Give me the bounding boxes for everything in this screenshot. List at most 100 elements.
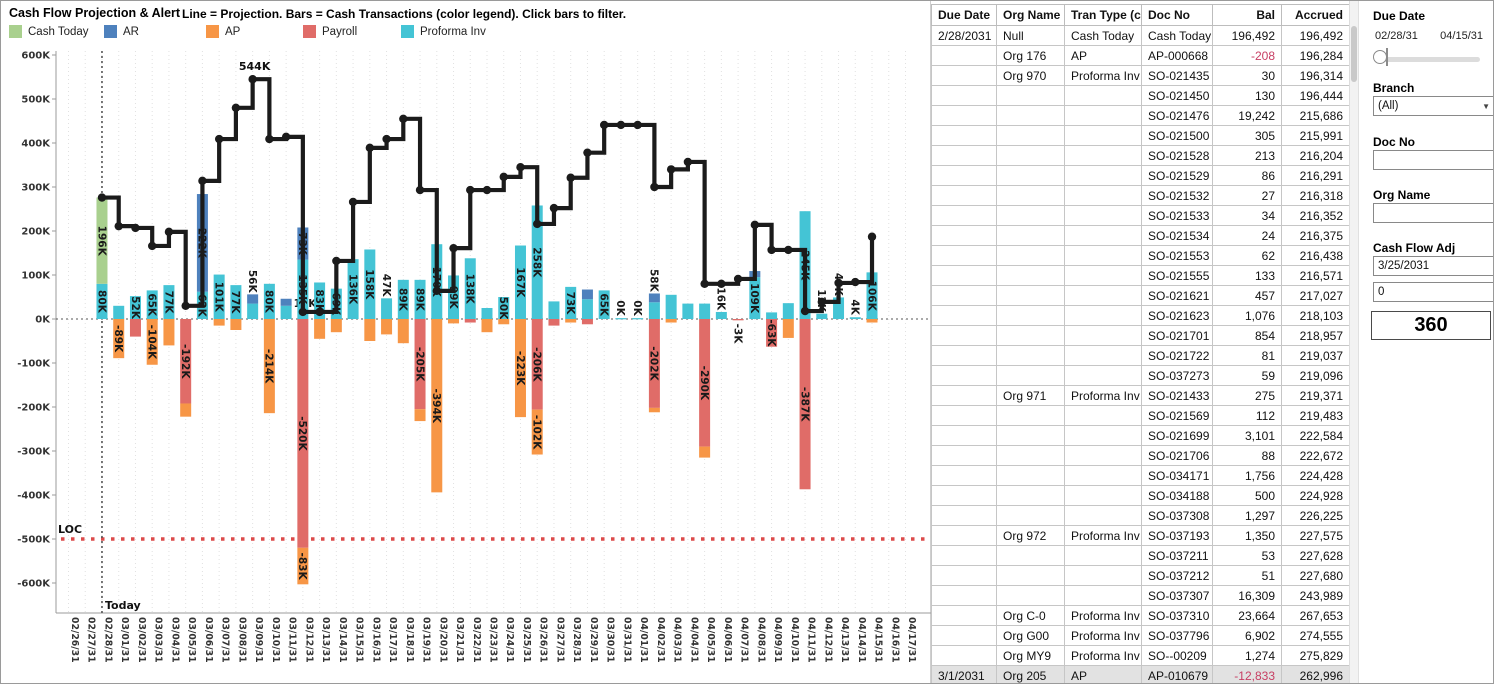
cell-org-name[interactable]: Org C-0 [996,605,1065,626]
cell-tran-type[interactable] [1064,185,1142,206]
cell-due-date[interactable] [931,625,997,646]
cell-accrued[interactable]: 218,957 [1281,325,1350,346]
cell-doc-no[interactable]: SO-021500 [1141,125,1213,146]
cell-doc-no[interactable]: AP-000668 [1141,45,1213,66]
legend-item-ar[interactable]: AR [104,25,139,38]
bar-payroll-04/09/31[interactable] [766,319,778,347]
table-row[interactable]: SO-037212 51 227,680 [931,565,1350,586]
table-row[interactable]: SO-021569 112 219,483 [931,405,1350,426]
bar-cash_today-02/28/31[interactable] [96,197,108,284]
cell-doc-no[interactable]: SO-021623 [1141,305,1213,326]
cell-org-name[interactable] [996,445,1065,466]
cell-due-date[interactable] [931,185,997,206]
bar-proforma-03/09/31[interactable] [247,303,259,319]
cell-tran-type[interactable]: Proforma Inv [1064,525,1142,546]
cell-org-name[interactable] [996,105,1065,126]
bar-proforma-04/14/31[interactable] [849,317,861,319]
cell-tran-type[interactable] [1064,285,1142,306]
cell-accrued[interactable]: 227,628 [1281,545,1350,566]
column-header-org-name[interactable]: Org Name [996,4,1065,26]
cell-org-name[interactable] [996,85,1065,106]
bar-ap-03/23/31[interactable] [481,319,493,333]
bar-ar-04/02/31[interactable] [648,293,660,303]
bar-proforma-04/08/31[interactable] [749,277,761,319]
cell-due-date[interactable] [931,145,997,166]
bar-proforma-03/17/31[interactable] [381,298,393,319]
due-date-slider-handle[interactable] [1373,50,1387,64]
cell-accrued[interactable]: 215,686 [1281,105,1350,126]
cell-tran-type[interactable] [1064,565,1142,586]
table-row[interactable]: SO-021706 88 222,672 [931,445,1350,466]
cell-tran-type[interactable] [1064,445,1142,466]
bar-ap-03/17/31[interactable] [381,319,393,335]
cell-tran-type[interactable] [1064,465,1142,486]
cell-org-name[interactable] [996,405,1065,426]
cell-due-date[interactable]: 3/1/2031 [931,665,997,683]
bar-ap-03/04/31[interactable] [163,319,175,346]
table-row[interactable]: SO-021623 1,076 218,103 [931,305,1350,326]
cell-tran-type[interactable]: AP [1064,45,1142,66]
bar-ap-03/05/31[interactable] [180,403,192,417]
table-row[interactable]: SO-021553 62 216,438 [931,245,1350,266]
cell-doc-no[interactable]: SO-034188 [1141,485,1213,506]
table-row[interactable]: 3/1/2031 Org 205 AP AP-010679 -12,833 262,996 [931,665,1350,683]
cell-org-name[interactable] [996,485,1065,506]
cell-due-date[interactable] [931,85,997,106]
cell-doc-no[interactable]: SO-037796 [1141,625,1213,646]
cell-due-date[interactable] [931,285,997,306]
table-row[interactable]: SO-021701 854 218,957 [931,325,1350,346]
bar-proforma-04/10/31[interactable] [782,303,794,319]
cell-accrued[interactable]: 216,204 [1281,145,1350,166]
cell-accrued[interactable]: 227,680 [1281,565,1350,586]
cell-due-date[interactable] [931,405,997,426]
cell-due-date[interactable] [931,265,997,286]
table-row[interactable]: Org 176 AP AP-000668 -208 196,284 [931,45,1350,66]
cell-doc-no[interactable]: SO-037308 [1141,505,1213,526]
cell-accrued[interactable]: 219,096 [1281,365,1350,386]
cell-accrued[interactable]: 196,492 [1281,25,1350,46]
bar-ap-03/13/31[interactable] [314,319,326,339]
table-row[interactable]: Org 970 Proforma Inv SO-021435 30 196,314 [931,65,1350,86]
cell-tran-type[interactable] [1064,165,1142,186]
cell-org-name[interactable]: Org 971 [996,385,1065,406]
bar-payroll-03/12/31[interactable] [297,319,309,548]
cell-accrued[interactable]: 196,284 [1281,45,1350,66]
cell-tran-type[interactable]: Proforma Inv [1064,625,1142,646]
cell-tran-type[interactable] [1064,145,1142,166]
cell-due-date[interactable] [931,45,997,66]
cell-accrued[interactable]: 219,483 [1281,405,1350,426]
table-row[interactable]: SO-034171 1,756 224,428 [931,465,1350,486]
cell-accrued[interactable]: 219,371 [1281,385,1350,406]
bar-ap-03/24/31[interactable] [498,319,510,325]
cell-tran-type[interactable]: AP [1064,665,1142,683]
table-row[interactable]: SO-021555 133 216,571 [931,265,1350,286]
cell-due-date[interactable] [931,125,997,146]
cell-doc-no[interactable]: SO-021528 [1141,145,1213,166]
cell-tran-type[interactable] [1064,365,1142,386]
table-row[interactable]: SO-037211 53 227,628 [931,545,1350,566]
cell-accrued[interactable]: 275,829 [1281,645,1350,666]
cell-tran-type[interactable] [1064,505,1142,526]
cell-doc-no[interactable]: SO-037211 [1141,545,1213,566]
cell-doc-no[interactable]: SO-037273 [1141,365,1213,386]
bar-proforma-03/22/31[interactable] [464,258,476,319]
cell-doc-no[interactable]: SO-034171 [1141,465,1213,486]
bar-proforma-04/01/31[interactable] [632,318,644,320]
cell-doc-no[interactable]: SO--00209 [1141,645,1213,666]
bar-ap-03/08/31[interactable] [230,319,242,330]
cell-bal[interactable]: 457 [1212,285,1282,306]
bar-ap-03/10/31[interactable] [263,319,275,414]
table-row[interactable]: SO-021722 81 219,037 [931,345,1350,366]
table-row[interactable]: SO-021528 213 216,204 [931,145,1350,166]
cell-org-name[interactable] [996,145,1065,166]
bar-proforma-03/18/31[interactable] [397,279,409,319]
cell-org-name[interactable] [996,125,1065,146]
cell-tran-type[interactable]: Proforma Inv [1064,385,1142,406]
table-row[interactable]: SO-021621 457 217,027 [931,285,1350,306]
cell-bal[interactable]: 1,076 [1212,305,1282,326]
bar-proforma-02/28/31[interactable] [96,283,108,319]
cell-accrued[interactable]: 267,653 [1281,605,1350,626]
bar-proforma-03/19/31[interactable] [414,279,426,319]
bar-ap-03/21/31[interactable] [448,319,460,324]
cell-tran-type[interactable] [1064,85,1142,106]
